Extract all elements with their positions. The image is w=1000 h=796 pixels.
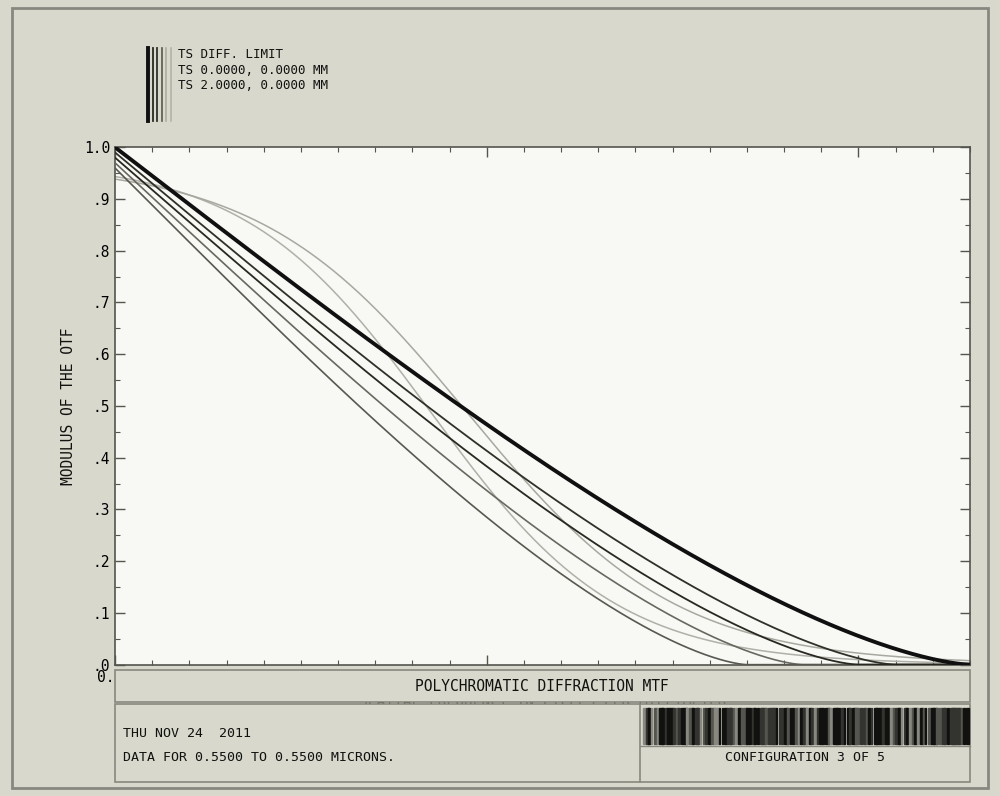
Text: CONFIGURATION 3 OF 5: CONFIGURATION 3 OF 5 — [725, 751, 885, 764]
Text: THU NOV 24  2011: THU NOV 24 2011 — [123, 728, 251, 740]
X-axis label: SPATIAL FREQUENCY IN CYCLES PER MILLIMETER: SPATIAL FREQUENCY IN CYCLES PER MILLIMET… — [359, 693, 726, 708]
Text: DATA FOR 0.5500 TO 0.5500 MICRONS.: DATA FOR 0.5500 TO 0.5500 MICRONS. — [123, 751, 395, 764]
Y-axis label: MODULUS OF THE OTF: MODULUS OF THE OTF — [61, 327, 76, 485]
Text: POLYCHROMATIC DIFFRACTION MTF: POLYCHROMATIC DIFFRACTION MTF — [415, 679, 669, 693]
Text: TS DIFF. LIMIT: TS DIFF. LIMIT — [178, 48, 283, 60]
Text: TS 2.0000, 0.0000 MM: TS 2.0000, 0.0000 MM — [178, 80, 328, 92]
Text: TS 0.0000, 0.0000 MM: TS 0.0000, 0.0000 MM — [178, 64, 328, 76]
